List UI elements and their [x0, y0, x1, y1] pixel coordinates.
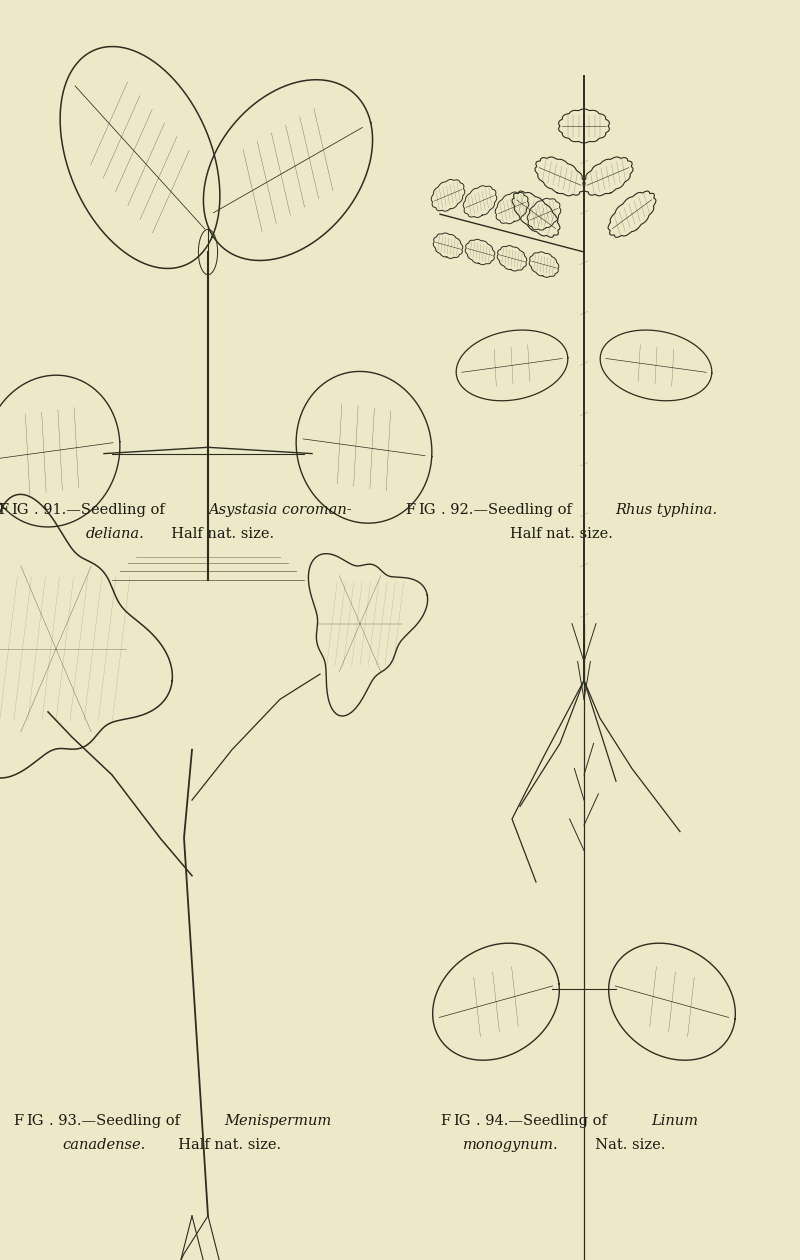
Text: deliana.: deliana. — [86, 527, 145, 541]
Text: monogynum.: monogynum. — [463, 1138, 558, 1152]
Text: Rhus typhina.: Rhus typhina. — [615, 503, 718, 517]
Text: Nat. size.: Nat. size. — [586, 1138, 666, 1152]
Text: F: F — [405, 503, 415, 517]
Text: Half nat. size.: Half nat. size. — [510, 527, 613, 541]
Text: Asystasia coroman-: Asystasia coroman- — [209, 503, 352, 517]
Text: IG: IG — [418, 503, 435, 517]
Text: . 92.—Seedling of: . 92.—Seedling of — [441, 503, 576, 517]
Text: . 91.—Seedling of: . 91.—Seedling of — [34, 503, 169, 517]
Text: F: F — [0, 503, 8, 517]
Text: Half nat. size.: Half nat. size. — [170, 1138, 282, 1152]
Text: IG: IG — [11, 503, 29, 517]
Text: Linum: Linum — [651, 1114, 698, 1128]
Text: IG: IG — [454, 1114, 471, 1128]
Text: IG: IG — [26, 1114, 44, 1128]
Text: F: F — [441, 1114, 450, 1128]
Text: Menispermum: Menispermum — [224, 1114, 331, 1128]
Text: F: F — [14, 1114, 24, 1128]
Text: Half nat. size.: Half nat. size. — [162, 527, 274, 541]
Text: canadense.: canadense. — [62, 1138, 146, 1152]
Text: . 94.—Seedling of: . 94.—Seedling of — [476, 1114, 611, 1128]
Text: . 93.—Seedling of: . 93.—Seedling of — [49, 1114, 185, 1128]
